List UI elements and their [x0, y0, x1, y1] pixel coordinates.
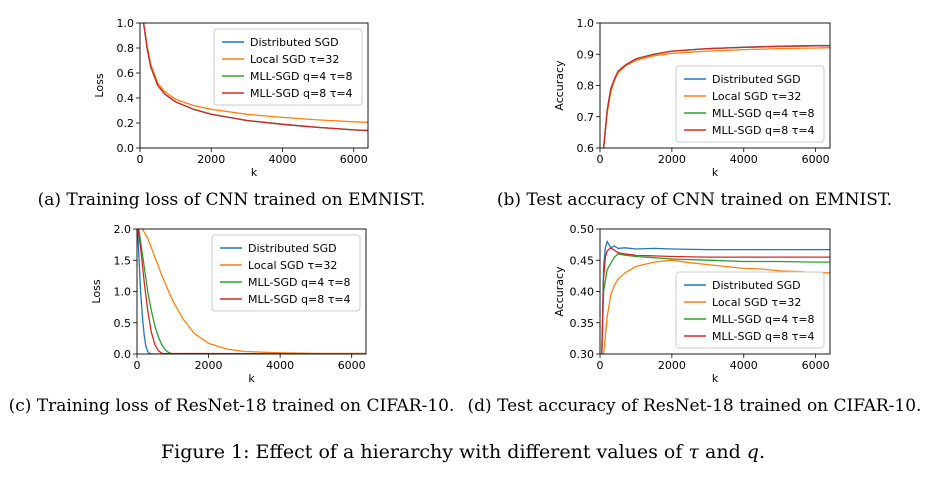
y-tick-label: 0.35 — [570, 317, 595, 330]
figure-caption-tau: τ — [688, 441, 699, 463]
x-tick-label: 6000 — [802, 153, 830, 166]
legend-label-2: Local SGD τ=32 — [712, 296, 801, 309]
legend-label-1: Distributed SGD — [248, 242, 337, 255]
legend-label-1: Distributed SGD — [250, 36, 339, 49]
series-line-2 — [602, 259, 830, 354]
chart-caption-d: (d) Test accuracy of ResNet-18 trained o… — [467, 396, 922, 416]
y-tick-label: 0.8 — [117, 42, 135, 55]
series-line-4 — [137, 229, 366, 354]
legend-label-3: MLL-SGD q=4 τ=8 — [712, 313, 815, 326]
chart-b-plot: 0 2000 4000 6000 0.6 0.7 0.8 0.9 1.0 k Accuracy Dis… — [553, 17, 831, 179]
figure-caption-and: and — [705, 441, 741, 463]
chart-panel-d: 0 2000 4000 6000 0.30 0.35 0.40 0.45 0.50 k Accura… — [463, 223, 926, 450]
legend-label-4: MLL-SGD q=8 τ=4 — [248, 293, 351, 306]
x-tick-label: 2000 — [195, 359, 223, 372]
figure-caption-q: q — [746, 441, 759, 463]
series-line-3 — [601, 253, 830, 354]
y-axis-label: Loss — [90, 279, 103, 303]
chart-panel-a: 0 2000 4000 6000 0.0 0.2 0.4 0.6 0.8 1.0 k Loss Dist… — [0, 0, 463, 225]
y-tick-label: 1.0 — [117, 17, 135, 30]
figure-caption: Figure 1: Effect of a hierarchy with dif… — [0, 441, 926, 463]
y-tick-label: 2.0 — [114, 223, 132, 236]
series-line-2 — [141, 229, 366, 354]
y-tick-label: 0.9 — [577, 48, 595, 61]
y-tick-label: 0.4 — [117, 92, 135, 105]
legend-box — [675, 271, 825, 349]
legend-label-4: MLL-SGD q=8 τ=4 — [250, 87, 353, 100]
y-tick-label: 0.0 — [114, 348, 132, 361]
x-tick-label: 0 — [597, 359, 604, 372]
x-axis-label: k — [248, 372, 255, 385]
legend-box — [213, 28, 363, 106]
y-tick-label: 0.40 — [570, 286, 595, 299]
x-axis-label: k — [251, 166, 258, 179]
y-tick-label: 0.8 — [577, 80, 595, 93]
y-axis-label: Accuracy — [553, 266, 566, 317]
series-line-4 — [142, 23, 368, 132]
series-line-4 — [601, 246, 830, 354]
figure-caption-prefix: Figure 1: Effect of a hierarchy with dif… — [160, 441, 683, 463]
y-tick-label: 0.2 — [117, 117, 135, 130]
chart-caption-a: (a) Training loss of CNN trained on EMNI… — [37, 190, 426, 210]
plot-frame — [139, 22, 369, 149]
y-tick-label: 1.0 — [114, 286, 132, 299]
x-tick-label: 4000 — [730, 153, 758, 166]
y-tick-label: 0.5 — [114, 317, 132, 330]
legend-label-3: MLL-SGD q=4 τ=8 — [248, 276, 351, 289]
x-axis-label: k — [712, 166, 719, 179]
series-group — [601, 239, 830, 354]
y-tick-label: 1.5 — [114, 254, 132, 267]
x-tick-label: 0 — [137, 153, 144, 166]
chart-panel-c: 0 2000 4000 6000 0.0 0.5 1.0 1.5 2.0 k Loss Distrib… — [0, 223, 463, 450]
series-line-2 — [602, 47, 830, 148]
x-tick-label: 2000 — [658, 359, 686, 372]
y-axis-label: Accuracy — [553, 60, 566, 111]
chart-panel-b: 0 2000 4000 6000 0.6 0.7 0.8 0.9 1.0 k Accuracy Dis… — [463, 0, 926, 225]
legend-box — [211, 234, 361, 312]
legend-label-2: Local SGD τ=32 — [250, 53, 339, 66]
series-group — [142, 23, 368, 132]
chart-d-plot: 0 2000 4000 6000 0.30 0.35 0.40 0.45 0.50 k Accura… — [553, 223, 831, 385]
chart-c-plot: 0 2000 4000 6000 0.0 0.5 1.0 1.5 2.0 k Loss Distrib… — [90, 223, 367, 385]
x-tick-label: 4000 — [730, 359, 758, 372]
x-tick-label: 0 — [597, 153, 604, 166]
x-tick-label: 6000 — [338, 359, 366, 372]
series-group — [602, 44, 830, 148]
legend-label-3: MLL-SGD q=4 τ=8 — [250, 70, 353, 83]
chart-caption-b: (b) Test accuracy of CNN trained on EMNI… — [496, 190, 893, 210]
series-line-1 — [601, 239, 830, 354]
y-tick-label: 0.6 — [577, 142, 595, 155]
legend-label-1: Distributed SGD — [712, 73, 801, 86]
y-tick-label: 0.30 — [570, 348, 595, 361]
x-tick-label: 6000 — [802, 359, 830, 372]
y-tick-label: 1.0 — [577, 17, 595, 30]
legend-label-3: MLL-SGD q=4 τ=8 — [712, 107, 815, 120]
series-line-4 — [602, 45, 830, 148]
chart-caption-c: (c) Training loss of ResNet-18 trained o… — [8, 396, 455, 416]
y-tick-label: 0.45 — [570, 254, 595, 267]
x-tick-label: 2000 — [658, 153, 686, 166]
y-tick-label: 0.0 — [117, 142, 135, 155]
figure-caption-suffix: . — [758, 441, 766, 463]
y-tick-label: 0.50 — [570, 223, 595, 236]
legend-label-2: Local SGD τ=32 — [248, 259, 337, 272]
x-axis-label: k — [712, 372, 719, 385]
legend-box — [675, 65, 825, 143]
x-tick-label: 4000 — [269, 153, 297, 166]
legend-label-4: MLL-SGD q=8 τ=4 — [712, 330, 815, 343]
y-axis-label: Loss — [93, 73, 106, 97]
x-tick-label: 4000 — [266, 359, 294, 372]
x-tick-label: 0 — [134, 359, 141, 372]
x-tick-label: 2000 — [197, 153, 225, 166]
y-tick-label: 0.7 — [577, 111, 595, 124]
legend-label-1: Distributed SGD — [712, 279, 801, 292]
y-tick-label: 0.6 — [117, 67, 135, 80]
legend-label-4: MLL-SGD q=8 τ=4 — [712, 124, 815, 137]
chart-a-plot: 0 2000 4000 6000 0.0 0.2 0.4 0.6 0.8 1.0 k Loss Dist… — [93, 17, 369, 179]
x-tick-label: 6000 — [340, 153, 368, 166]
legend-label-2: Local SGD τ=32 — [712, 90, 801, 103]
